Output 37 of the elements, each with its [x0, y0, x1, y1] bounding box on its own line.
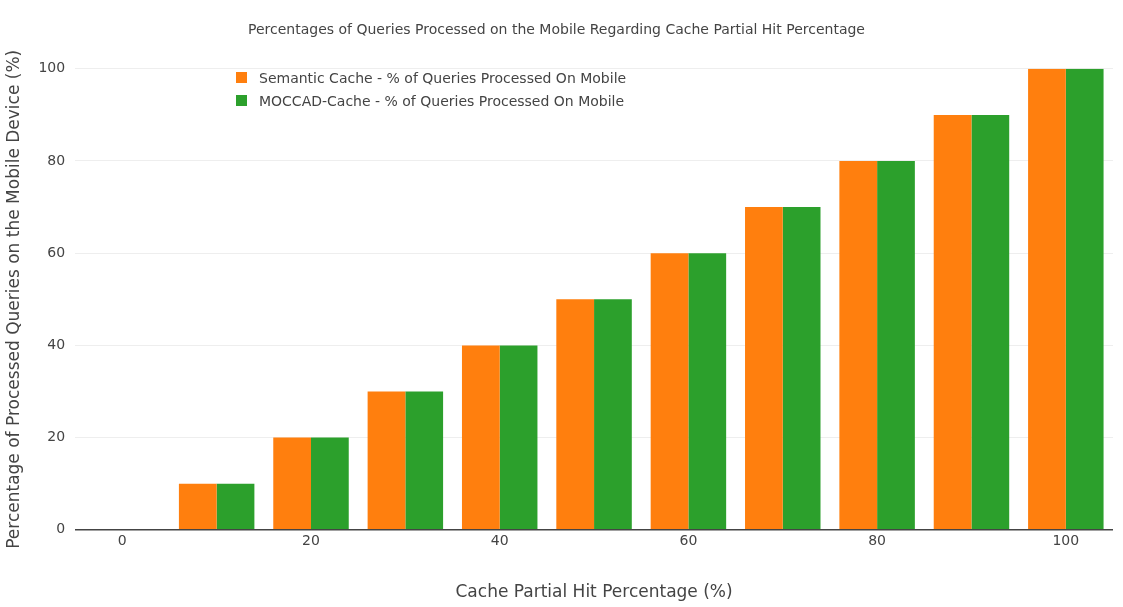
bar [367, 391, 406, 530]
legend-label: Semantic Cache - % of Queries Processed On Mobile [259, 69, 627, 86]
legend-label: MOCCAD-Cache - % of Queries Processed On Mobile [259, 92, 625, 109]
bar [461, 345, 500, 530]
x-tick-label: 80 [868, 531, 887, 548]
y-tick-label: 60 [47, 243, 66, 260]
y-axis-title: Percentage of Processed Queries on the Mobile Device (%) [2, 49, 23, 549]
x-tick-label: 100 [1052, 531, 1080, 548]
bar [556, 299, 595, 530]
bar [971, 114, 1010, 530]
x-tick-label: 20 [302, 531, 320, 548]
bar [745, 207, 783, 530]
bar [311, 437, 349, 530]
bar [933, 114, 972, 530]
bar [650, 253, 689, 530]
y-tick-label: 40 [47, 336, 66, 353]
bar [1065, 68, 1104, 530]
bar [405, 391, 444, 530]
bar [1028, 68, 1066, 530]
chart-title: Percentages of Queries Processed on the Mobile Regarding Cache Partial Hit Percentage [248, 21, 865, 38]
x-tick-label: 0 [117, 531, 127, 548]
bar [178, 483, 217, 530]
bar [216, 483, 255, 530]
x-axis-title: Cache Partial Hit Percentage (%) [455, 581, 733, 602]
x-tick-label: 60 [679, 531, 698, 548]
bar [594, 299, 632, 530]
y-tick-label: 0 [56, 520, 66, 537]
bar [839, 161, 878, 530]
y-tick-label: 20 [47, 428, 66, 445]
y-tick-label: 100 [38, 59, 66, 76]
x-tick-label: 40 [490, 531, 509, 548]
bar [782, 207, 821, 530]
bar [877, 161, 915, 530]
bar [499, 345, 538, 530]
bar [273, 437, 311, 530]
y-tick-label: 80 [47, 151, 66, 168]
bar [688, 253, 727, 530]
